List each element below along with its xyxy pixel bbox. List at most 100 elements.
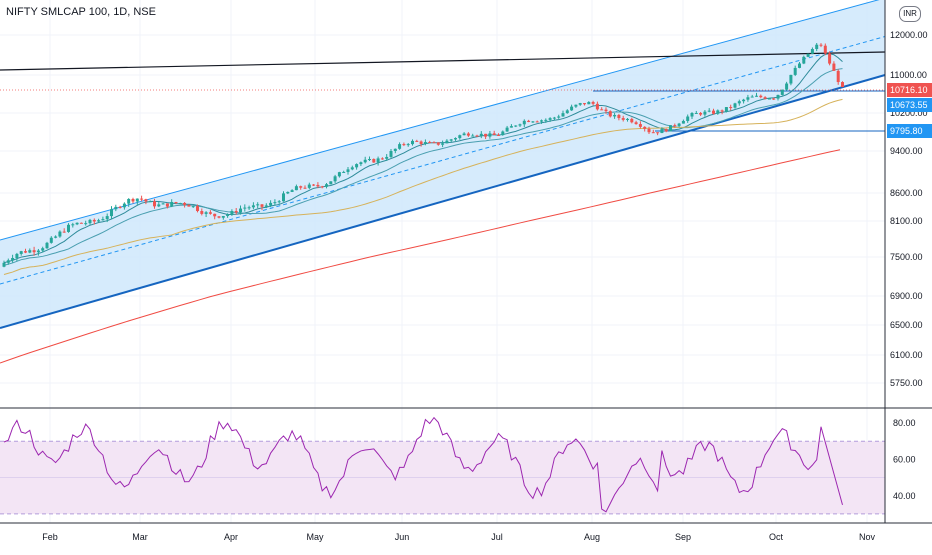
candle-body [578,103,582,105]
candle-body [600,109,604,111]
candle-body [544,119,548,121]
candle-body [643,126,647,129]
candle-body [798,63,801,68]
candle-body [118,206,122,208]
time-tick-label: Apr [224,532,238,542]
axis-layer: 5750.00 6100.00 6500.00 6900.00 7500.00 8100.… [0,0,932,542]
price-label-value: 10673.55 [890,100,928,110]
candle-body [608,111,612,117]
candle-body [337,172,341,177]
candle-body [88,219,92,224]
candle-body [432,142,436,144]
candle-body [389,150,393,157]
price-tick-label: 6900.00 [890,291,923,301]
candle-body [380,158,384,160]
resistance-trendline [0,51,886,71]
candle-body [127,199,131,204]
price-tick-label: 8100.00 [890,216,923,226]
candle-body [729,107,733,109]
candle-body [148,201,152,203]
candle-body [527,120,531,122]
time-tick-label: Feb [42,532,58,542]
candle-body [819,44,823,46]
candle-body [71,224,75,226]
candle-body [509,126,513,128]
time-tick-label: Jul [491,532,503,542]
candle-body [707,110,711,112]
time-tick-label: Sep [675,532,691,542]
candle-body [183,202,187,205]
candle-body [690,112,694,117]
candlestick-layer [2,42,844,268]
candle-body [406,144,410,146]
channel-upper-line [0,0,880,241]
candle-body [772,98,776,100]
rsi-line [3,416,843,513]
channel-lower-line [0,74,886,329]
candle-body [454,138,457,140]
candle-body [11,258,15,261]
currency-badge[interactable]: INR [899,6,921,22]
candle-body [372,159,376,163]
candle-body [673,125,677,127]
candle-body [712,110,715,114]
candle-body [570,106,574,111]
candle-body [785,83,789,90]
price-tick-label: 12000.00 [890,30,928,40]
candle-body [333,176,337,182]
price-label-box [887,124,932,138]
candle-body [294,186,298,191]
candle-body [634,122,638,125]
candle-body [6,260,10,263]
candle-body [363,159,367,163]
candle-body [595,103,599,110]
candle-body [767,98,771,100]
candle-body [583,103,586,105]
candle-body [191,206,195,208]
candle-body [587,102,591,105]
candle-body [19,251,23,254]
candle-body [733,103,737,108]
candle-body [574,104,578,107]
candle-body [385,156,389,159]
candle-body [329,181,333,185]
candle-body [651,132,655,134]
candle-body [303,187,307,189]
price-tick-label: 6500.00 [890,320,923,330]
price-tick-label: 6100.00 [890,350,923,360]
candle-body [750,96,754,98]
candle-body [346,169,350,172]
rsi-tick-label: 80.00 [893,418,916,428]
candle-body [613,114,617,117]
candle-body [187,204,191,207]
candle-body [290,190,294,192]
candle-body [32,250,36,253]
candle-body [828,53,832,64]
candle-body [62,231,66,233]
candle-body [604,109,608,112]
candle-body [67,224,70,232]
candle-body [307,184,311,188]
candle-body [501,131,505,135]
candle-body [204,212,208,214]
candle-body [2,262,6,267]
candle-body [411,140,414,145]
rsi-tick-label: 40.00 [893,491,916,501]
candle-body [518,124,522,126]
candle-body [686,116,690,121]
candle-body [423,142,427,144]
candle-body [101,219,105,221]
time-tick-label: Jun [395,532,410,542]
candle-body [415,140,419,142]
candle-body [591,102,595,104]
candle-body [488,133,492,137]
sma-long-line [0,149,841,364]
candle-body [153,201,156,207]
candle-body [793,67,797,75]
price-tick-label: 7500.00 [890,252,923,262]
candle-body [660,129,664,134]
candle-body [97,220,101,222]
candle-body [213,213,217,217]
candle-body [823,45,827,54]
